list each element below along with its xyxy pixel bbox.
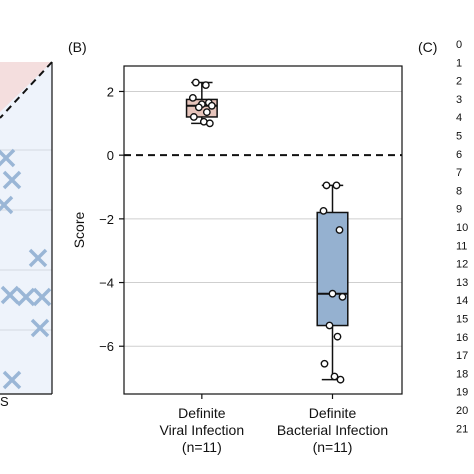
x-category-label: Definite bbox=[178, 405, 226, 421]
data-points bbox=[188, 78, 347, 384]
cross-marker bbox=[0, 285, 20, 305]
y-tick-label: −6 bbox=[99, 339, 114, 354]
panel-a-background bbox=[0, 62, 52, 394]
index-label: 4 bbox=[456, 112, 462, 124]
data-point bbox=[338, 292, 347, 301]
y-tick-label: −2 bbox=[99, 212, 114, 227]
panel-a-top-region bbox=[0, 62, 52, 112]
index-label: 13 bbox=[456, 277, 468, 289]
data-point bbox=[202, 108, 211, 117]
index-label: 19 bbox=[456, 387, 468, 399]
x-category-label: (n=11) bbox=[313, 439, 353, 455]
panel-c-label: (C) bbox=[418, 39, 437, 55]
data-point bbox=[325, 321, 334, 330]
y-tick-label: −4 bbox=[99, 276, 114, 291]
data-point bbox=[333, 332, 342, 341]
data-point bbox=[320, 359, 329, 368]
index-label: 0 bbox=[456, 39, 462, 51]
index-label: 18 bbox=[456, 368, 468, 380]
index-label: 11 bbox=[456, 240, 467, 252]
index-label: 17 bbox=[456, 350, 468, 362]
index-label: 10 bbox=[456, 222, 468, 234]
box-plots bbox=[185, 81, 349, 381]
index-label: 8 bbox=[456, 185, 462, 197]
cross-marker bbox=[16, 287, 36, 307]
index-label: 9 bbox=[456, 204, 462, 216]
index-label: 1 bbox=[456, 57, 462, 69]
data-point bbox=[188, 93, 197, 102]
index-label: 6 bbox=[456, 149, 462, 161]
index-label: 7 bbox=[456, 167, 462, 179]
data-point bbox=[205, 119, 214, 128]
data-point bbox=[201, 81, 210, 90]
cross-marker bbox=[28, 248, 48, 268]
data-point bbox=[328, 289, 337, 298]
cross-marker bbox=[30, 318, 50, 338]
index-label: 5 bbox=[456, 131, 462, 143]
cross-marker bbox=[32, 287, 52, 307]
data-point bbox=[336, 375, 345, 384]
panel-a-partial-label: S bbox=[0, 394, 9, 409]
index-label: 21 bbox=[456, 423, 468, 435]
x-category-label: (n=11) bbox=[182, 439, 222, 455]
cross-marker bbox=[2, 370, 22, 390]
data-point bbox=[322, 181, 331, 190]
y-tick-label: 0 bbox=[107, 148, 114, 163]
data-point bbox=[189, 113, 198, 121]
data-point bbox=[207, 101, 216, 110]
y-tick-label: 2 bbox=[107, 84, 114, 99]
index-label: 14 bbox=[456, 295, 468, 307]
index-label: 15 bbox=[456, 314, 468, 326]
index-label: 3 bbox=[456, 94, 462, 106]
cross-marker bbox=[0, 195, 14, 215]
data-point bbox=[330, 372, 339, 381]
data-point bbox=[332, 181, 341, 190]
panel-a-partial: S bbox=[0, 61, 53, 409]
x-category-label: Viral Infection bbox=[160, 422, 245, 438]
panel-a-cross-markers bbox=[0, 148, 52, 390]
data-point bbox=[319, 206, 328, 215]
index-label: 16 bbox=[456, 332, 468, 344]
data-point bbox=[194, 103, 203, 112]
x-category-label: Bacterial Infection bbox=[277, 422, 388, 438]
gridlines bbox=[124, 90, 402, 347]
cross-marker bbox=[2, 170, 22, 190]
cross-marker bbox=[0, 148, 16, 168]
x-category-label: Definite bbox=[309, 405, 357, 421]
y-axis-label: Score bbox=[71, 212, 87, 249]
index-label: 12 bbox=[456, 259, 468, 271]
panel-b-label: (B) bbox=[68, 39, 87, 55]
y-axis-ticks: 2 0 −2 −4 −6 bbox=[99, 84, 124, 354]
data-point bbox=[335, 226, 344, 234]
data-point bbox=[191, 78, 200, 87]
plot-frame bbox=[123, 65, 403, 395]
panel-a-diagonal bbox=[0, 61, 53, 119]
index-label: 2 bbox=[456, 76, 462, 88]
index-label: 20 bbox=[456, 405, 468, 417]
